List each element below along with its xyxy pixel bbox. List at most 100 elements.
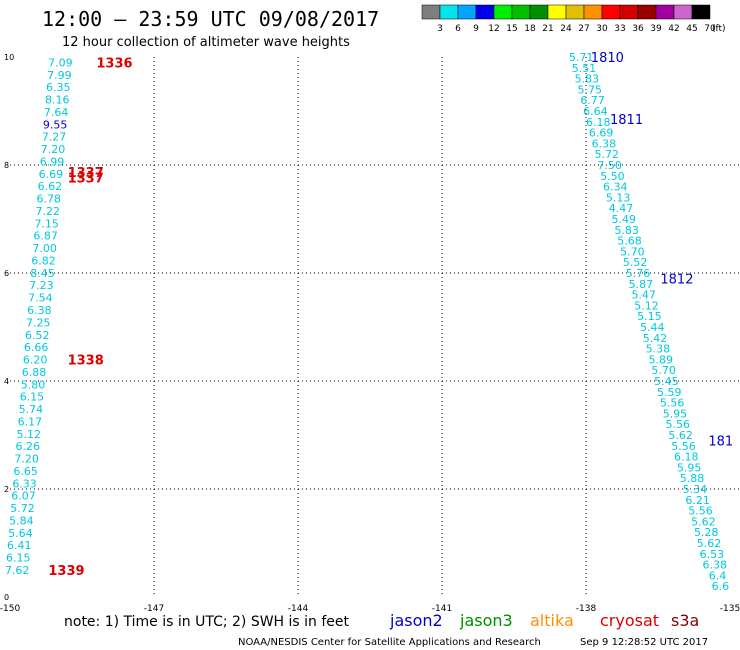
- colorbar-tick-label: 3: [437, 24, 443, 34]
- x-tick-label: -144: [288, 604, 309, 614]
- swh-value: 6.20: [23, 354, 48, 367]
- swh-value: 6.82: [31, 254, 56, 267]
- swh-value: 5.42: [643, 332, 668, 345]
- swh-value: 6.62: [38, 180, 63, 193]
- y-tick-label: 0: [4, 593, 9, 602]
- swh-value: 7.25: [26, 316, 51, 329]
- page-title: 12:00 — 23:59 UTC 09/08/2017: [42, 7, 379, 31]
- satellite-legend: jason2 jason3 altika cryosat s3a: [389, 611, 699, 630]
- page-subtitle: 12 hour collection of altimeter wave hei…: [62, 35, 350, 50]
- swh-value: 6.99: [40, 155, 65, 168]
- footer-credit: NOAA/NESDIS Center for Satellite Applica…: [238, 637, 541, 648]
- swh-value: 5.56: [688, 505, 713, 518]
- colorbar-swatch: [565, 4, 585, 20]
- swh-value: 6.07: [11, 490, 36, 503]
- swh-value: 6.34: [603, 181, 628, 194]
- colorbar-tick-label: 21: [542, 24, 553, 34]
- swh-value: 6.87: [33, 230, 58, 243]
- colorbar-swatch: [457, 4, 477, 20]
- colorbar-tick-label: (ft): [712, 24, 726, 34]
- swh-value: 4.47: [609, 202, 634, 215]
- swh-value: 7.27: [42, 131, 67, 144]
- swh-value: 5.83: [614, 224, 639, 237]
- colorbar-swatch: [529, 4, 549, 20]
- colorbar-tick-label: 15: [506, 24, 517, 34]
- swh-value: 6.6: [712, 580, 730, 593]
- swh-value: 7.09: [48, 56, 73, 69]
- pass-number-label: 1811: [610, 113, 643, 128]
- y-tick-label: 6: [4, 269, 9, 278]
- swh-value: 7.22: [36, 205, 61, 218]
- swh-value: 5.95: [663, 407, 688, 420]
- swh-value: 7.20: [41, 143, 66, 156]
- colorbar-tick-label: 6: [455, 24, 461, 34]
- swh-value: 6.4: [709, 569, 727, 582]
- wave-height-tracks: 7.097.996.358.167.649.557.277.206.996.69…: [5, 51, 729, 593]
- colorbar-swatch: [583, 4, 603, 20]
- colorbar-swatch: [637, 4, 657, 20]
- swh-value: 6.26: [15, 440, 40, 453]
- pass-number-label: 1336: [96, 56, 132, 71]
- swh-value: 6.38: [702, 559, 727, 572]
- satellite-legend-jason2: jason2: [389, 611, 443, 630]
- swh-value: 6.69: [589, 127, 614, 140]
- x-tick-label: -147: [144, 604, 164, 614]
- swh-value: 5.13: [606, 191, 631, 204]
- swh-value: 5.68: [617, 235, 642, 248]
- colorbar-tick-label: 18: [524, 24, 536, 34]
- colorbar-swatch: [421, 4, 441, 20]
- colorbar-swatch: [655, 4, 675, 20]
- swh-value: 6.88: [22, 366, 47, 379]
- y-tick-label: 8: [4, 161, 9, 170]
- swh-value: 5.12: [17, 428, 42, 441]
- swh-value: 5.12: [634, 299, 659, 312]
- swh-value: 7.62: [5, 564, 30, 577]
- colorbar-tick-label: 27: [578, 24, 589, 34]
- grid-lines: [10, 57, 740, 597]
- swh-value: 8.45: [30, 267, 55, 280]
- swh-value: 6.53: [700, 548, 725, 561]
- swh-value: 5.62: [668, 429, 693, 442]
- swh-value: 5.56: [666, 418, 691, 431]
- pass-number-label: 1337: [68, 166, 104, 181]
- swh-value: 6.17: [18, 415, 43, 428]
- swh-value: 5.38: [646, 343, 671, 356]
- colorbar-swatch: [673, 4, 693, 20]
- swh-value: 5.56: [660, 397, 685, 410]
- colorbar-swatch: [547, 4, 567, 20]
- swh-value: 6.33: [12, 477, 37, 490]
- colorbar-swatch: [475, 4, 495, 20]
- colorbar-tick-label: 24: [560, 24, 572, 34]
- swh-value: 7.50: [597, 159, 622, 172]
- satellite-legend-altika: altika: [530, 611, 574, 630]
- colorbar-tick-label: 9: [473, 24, 479, 34]
- x-tick-label: -138: [576, 604, 597, 614]
- swh-value: 6.78: [37, 193, 62, 206]
- swh-value: 5.83: [575, 73, 600, 86]
- swh-value: 5.15: [637, 310, 662, 323]
- swh-value: 5.75: [577, 83, 602, 96]
- swh-value: 5.52: [623, 256, 648, 269]
- satellite-legend-jason3: jason3: [459, 611, 513, 630]
- colorbar-tick-label: 36: [632, 24, 644, 34]
- swh-value: 5.59: [657, 386, 682, 399]
- colorbar-swatch: [601, 4, 621, 20]
- colorbar-swatch: [619, 4, 639, 20]
- footer-note: note: 1) Time is in UTC; 2) SWH is in fe…: [64, 614, 350, 630]
- swh-value: 8.16: [45, 94, 70, 107]
- colorbar-swatch: [511, 4, 531, 20]
- swh-value: 5.56: [671, 440, 696, 453]
- swh-value: 6.38: [27, 304, 52, 317]
- colorbar-swatch: [439, 4, 459, 20]
- swh-value: 5.88: [680, 472, 705, 485]
- swh-value: 5.89: [648, 353, 673, 366]
- swh-value: 7.23: [29, 279, 54, 292]
- colorbar-tick-label: 30: [596, 24, 608, 34]
- swh-value: 5.72: [10, 502, 35, 515]
- colorbar-tick-label: 33: [614, 24, 625, 34]
- swh-value: 5.95: [677, 461, 702, 474]
- colorbar-tick-label: 39: [650, 24, 662, 34]
- swh-value: 6.52: [25, 329, 50, 342]
- swh-value: 6.18: [586, 116, 611, 129]
